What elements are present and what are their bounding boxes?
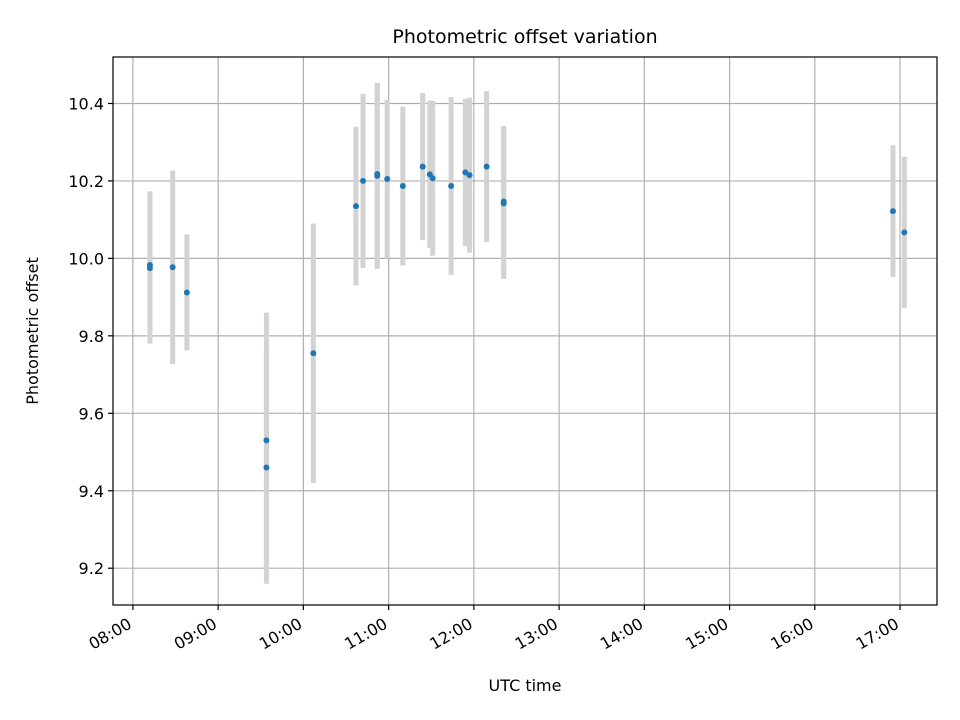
- x-tick-label: 14:00: [597, 614, 646, 654]
- y-tick-label: 10.4: [68, 94, 104, 113]
- y-tick-label: 9.4: [79, 482, 104, 501]
- x-tick-label: 11:00: [341, 614, 390, 654]
- x-axis-label: UTC time: [489, 676, 562, 695]
- x-axis-ticks: 08:00 09:00 10:00 11:00 12:00 13:00 14:00 15:00…: [85, 605, 902, 654]
- x-tick-label: 13:00: [512, 614, 561, 654]
- data-point: [263, 437, 270, 444]
- data-point: [384, 175, 391, 182]
- y-tick-label: 10.0: [68, 249, 104, 268]
- data-points: [146, 163, 908, 471]
- data-point: [374, 170, 381, 177]
- data-point: [462, 169, 469, 176]
- y-tick-label: 9.2: [79, 559, 104, 578]
- data-point: [901, 229, 908, 236]
- data-point: [352, 203, 359, 210]
- x-tick-label: 15:00: [682, 614, 731, 654]
- data-point: [889, 208, 896, 215]
- x-tick-label: 08:00: [85, 614, 134, 654]
- grid: [113, 57, 937, 605]
- x-tick-label: 17:00: [853, 614, 902, 654]
- y-tick-label: 9.6: [79, 404, 104, 423]
- data-point: [169, 264, 176, 271]
- y-axis-label: Photometric offset: [23, 257, 42, 405]
- x-tick-label: 12:00: [426, 614, 475, 654]
- data-point: [466, 172, 473, 179]
- data-point: [146, 261, 153, 268]
- y-tick-label: 10.2: [68, 172, 104, 191]
- data-point: [483, 163, 490, 170]
- y-tick-label: 9.8: [79, 327, 104, 346]
- data-point: [399, 182, 406, 189]
- data-point: [500, 198, 507, 205]
- x-tick-label: 16:00: [767, 614, 816, 654]
- plot-frame: [112, 56, 938, 606]
- chart-title: Photometric offset variation: [392, 26, 657, 48]
- data-point: [448, 182, 455, 189]
- x-tick-label: 09:00: [171, 614, 220, 654]
- x-tick-label: 10:00: [256, 614, 305, 654]
- error-bars: [147, 82, 907, 584]
- data-point: [183, 289, 190, 296]
- data-point: [419, 163, 426, 170]
- data-point: [310, 350, 317, 357]
- data-point: [429, 175, 436, 182]
- data-point: [360, 177, 367, 184]
- data-point: [263, 464, 270, 471]
- y-axis-ticks: 9.2 9.4 9.6 9.8 10.0 10.2 10.4: [68, 94, 113, 578]
